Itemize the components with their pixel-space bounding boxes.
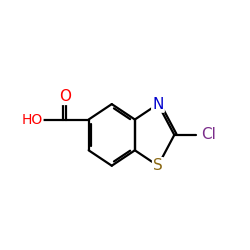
- Text: HO: HO: [21, 112, 42, 126]
- Text: S: S: [153, 158, 163, 173]
- Text: O: O: [60, 89, 72, 104]
- Text: Cl: Cl: [201, 128, 216, 142]
- Text: N: N: [152, 96, 164, 112]
